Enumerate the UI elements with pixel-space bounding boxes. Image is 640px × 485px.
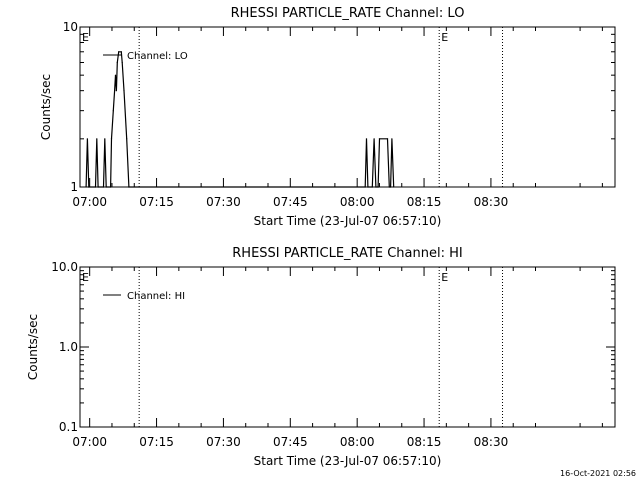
x-tick-label: 07:15 (139, 195, 174, 209)
data-point (393, 186, 395, 188)
x-tick-label: 08:15 (407, 195, 442, 209)
x-tick-label: 08:30 (474, 195, 509, 209)
data-point (102, 186, 105, 188)
legend-label: Channel: LO (127, 51, 188, 62)
data-point (118, 51, 120, 53)
data-point (115, 90, 117, 92)
x-tick-label: 07:00 (72, 195, 107, 209)
y-tick-label: 10.0 (51, 260, 78, 274)
data-point (390, 186, 392, 188)
data-point (364, 186, 366, 188)
chart-title: RHESSI PARTICLE_RATE Channel: HI (232, 246, 462, 261)
x-tick-label: 07:15 (139, 435, 174, 449)
data-point (114, 74, 117, 76)
y-tick-label: 1.0 (59, 340, 78, 354)
y-tick-label: 0.1 (59, 420, 78, 434)
data-point (377, 186, 379, 188)
data-point (121, 61, 123, 64)
data-point (85, 186, 87, 188)
data-point (105, 186, 107, 188)
data-point (120, 51, 122, 53)
y-tick-label: 10 (63, 20, 78, 34)
x-axis-label: Start Time (23-Jul-07 06:57:10) (254, 214, 442, 228)
data-point (375, 186, 377, 188)
chart-panel-1: RHESSI PARTICLE_RATE Channel: LO 07:00 07:… (39, 6, 616, 228)
y-axis-label: Counts/sec (26, 314, 40, 380)
legend-label: Channel: HI (127, 291, 185, 302)
data-point (386, 138, 389, 140)
event-marker-label: E (441, 271, 448, 284)
chart-panel-2: RHESSI PARTICLE_RATE Channel: HI 07:00 07:… (26, 246, 616, 468)
chart-title: RHESSI PARTICLE_RATE Channel: LO (231, 6, 465, 21)
data-point (365, 138, 368, 140)
x-tick-label: 08:00 (340, 435, 375, 449)
event-marker-label: E (441, 31, 448, 44)
data-point (378, 138, 381, 140)
x-tick-label: 07:45 (273, 435, 308, 449)
data-point (88, 186, 90, 188)
data-point (96, 138, 98, 140)
x-tick-label: 07:30 (206, 195, 241, 209)
x-tick-label: 07:45 (273, 195, 308, 209)
data-point (110, 186, 112, 188)
data-point (367, 186, 369, 188)
event-marker-label: E (82, 271, 89, 284)
x-tick-label: 08:00 (340, 195, 375, 209)
series-line-1 (85, 51, 395, 188)
x-axis-label: Start Time (23-Jul-07 06:57:10) (254, 454, 442, 468)
data-point (123, 90, 125, 92)
data-point (391, 138, 393, 140)
event-marker-label: E (82, 31, 89, 44)
x-tick-label: 08:15 (407, 435, 442, 449)
y-axis-label: Counts/sec (39, 74, 53, 140)
data-point (128, 186, 130, 188)
data-point (104, 138, 106, 140)
data-point (86, 138, 88, 140)
data-point (112, 110, 114, 112)
data-point (126, 138, 128, 140)
plot-timestamp: 16-Oct-2021 02:56 (560, 469, 636, 478)
data-point (114, 90, 116, 92)
x-tick-label: 07:30 (206, 435, 241, 449)
data-point (373, 138, 375, 140)
data-point (116, 61, 118, 64)
data-point (94, 186, 97, 188)
data-point (371, 186, 373, 188)
x-tick-label: 07:00 (72, 435, 107, 449)
data-point (97, 186, 99, 188)
x-tick-label: 08:30 (474, 435, 509, 449)
data-point (110, 138, 113, 140)
data-point (388, 186, 390, 188)
y-tick-label: 1 (70, 180, 78, 194)
